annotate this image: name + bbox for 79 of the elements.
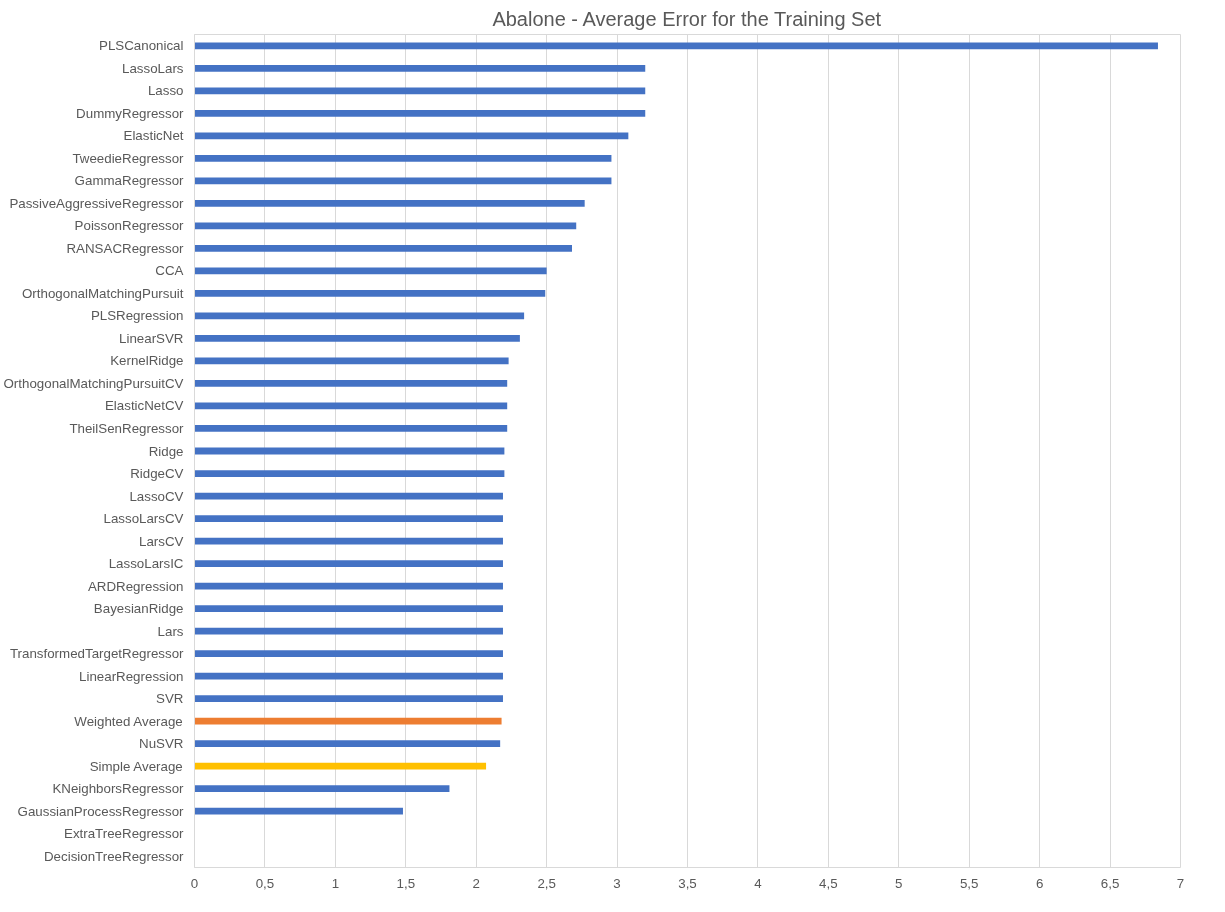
y-tick-label: TweedieRegressor: [72, 150, 185, 166]
bar: [194, 245, 572, 252]
bar: [194, 222, 577, 230]
y-tick-label: Lars: [157, 623, 184, 639]
y-tick-label: BayesianRidge: [93, 601, 184, 617]
y-tick-label: ExtraTreeRegressor: [64, 826, 185, 842]
bar: [194, 42, 1158, 50]
y-tick-label: KNeighborsRegressor: [52, 781, 185, 797]
y-tick-label: LassoLarsIC: [108, 556, 184, 572]
bar: [194, 380, 508, 387]
y-tick-label: Ridge: [148, 443, 184, 459]
x-tick-label: 1: [331, 875, 340, 891]
bar: [194, 425, 508, 432]
bar: [194, 650, 503, 657]
y-tick-label: RidgeCV: [130, 466, 184, 482]
bar: [194, 109, 646, 117]
x-tick-label: 0: [190, 875, 199, 891]
y-tick-label: ARDRegression: [87, 578, 184, 594]
y-tick-label: CCA: [155, 263, 184, 279]
bar: [194, 560, 503, 567]
y-tick-label: Weighted Average: [74, 713, 183, 729]
bar: [194, 605, 503, 612]
bar: [194, 290, 546, 297]
bar: [194, 515, 503, 522]
y-tick-label: LassoCV: [129, 488, 184, 504]
y-tick-label: TheilSenRegressor: [69, 420, 185, 436]
y-tick-label: Simple Average: [89, 758, 183, 774]
bar: [194, 672, 503, 680]
bar: [194, 717, 502, 725]
y-tick-label: Lasso: [147, 83, 184, 99]
y-tick-label: ElasticNetCV: [104, 398, 184, 414]
x-tick-label: 5: [895, 875, 903, 891]
bar: [194, 132, 629, 140]
bar: [194, 199, 585, 207]
y-tick-label: ElasticNet: [123, 128, 184, 144]
y-tick-label: KernelRidge: [110, 353, 184, 369]
y-tick-label: LinearRegression: [79, 668, 184, 684]
x-tick-label: 1,5: [396, 875, 416, 891]
y-tick-label: OrthogonalMatchingPursuitCV: [3, 375, 184, 391]
bar: [194, 64, 646, 72]
bar: [194, 470, 505, 477]
y-tick-label: DecisionTreeRegressor: [44, 848, 185, 864]
y-tick-label: PassiveAggressiveRegressor: [9, 195, 185, 211]
bar: [194, 87, 646, 95]
y-tick-label: GaussianProcessRegressor: [17, 803, 185, 819]
y-tick-label: LarsCV: [139, 533, 184, 549]
y-tick-label: LassoLars: [122, 60, 184, 76]
x-tick-label: 5,5: [959, 875, 979, 891]
bar: [194, 154, 612, 162]
y-tick-label: GammaRegressor: [74, 173, 185, 189]
x-tick-label: 6,5: [1100, 875, 1120, 891]
y-tick-label: PoissonRegressor: [74, 218, 185, 234]
x-tick-label: 0,5: [255, 875, 275, 891]
x-tick-label: 2: [472, 875, 480, 891]
bar: [194, 177, 612, 185]
x-tick-label: 3,5: [678, 875, 697, 891]
x-tick-label: 3: [613, 875, 621, 891]
bar: [194, 740, 501, 748]
y-tick-label: PLSRegression: [90, 308, 184, 324]
y-tick-label: TransformedTargetRegressor: [9, 646, 185, 662]
chart-title: Abalone - Average Error for the Training Set: [492, 7, 882, 30]
y-tick-label: OrthogonalMatchingPursuit: [21, 285, 184, 301]
bar: [194, 762, 487, 770]
y-tick-label: RANSACRegressor: [66, 240, 185, 256]
x-tick-label: 4,5: [819, 875, 838, 891]
x-tick-label: 4: [754, 875, 763, 891]
y-tick-label: SVR: [156, 691, 184, 707]
y-tick-label: LinearSVR: [119, 330, 184, 346]
y-tick-label: LassoLarsCV: [103, 511, 184, 527]
bar: [194, 335, 520, 342]
bar: [194, 807, 403, 815]
y-tick-label: DummyRegressor: [76, 105, 185, 121]
bar: [194, 695, 503, 703]
x-tick-label: 6: [1035, 875, 1044, 891]
x-tick-label: 7: [1176, 875, 1185, 891]
y-tick-label: PLSCanonical: [99, 38, 184, 54]
x-tick-label: 2,5: [537, 875, 556, 891]
y-tick-label: NuSVR: [139, 736, 184, 752]
bar: [194, 785, 450, 793]
